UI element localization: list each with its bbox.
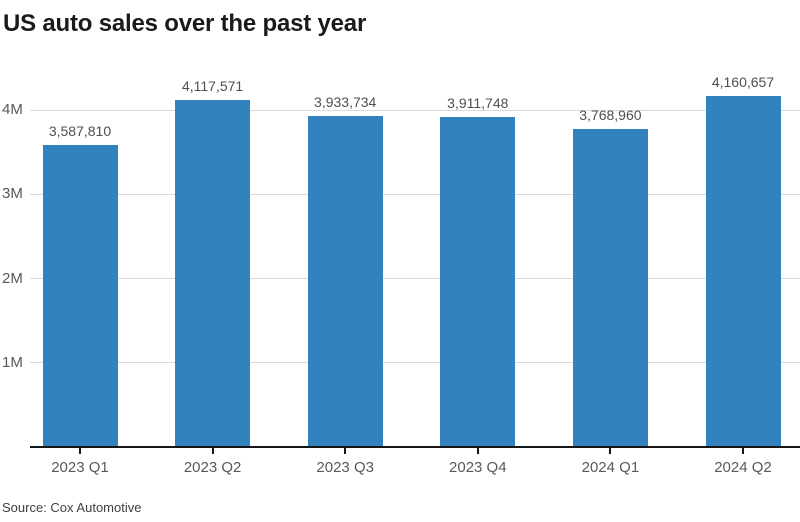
y-tick-label: 3M	[2, 185, 23, 203]
gridline-3m	[30, 193, 800, 195]
x-axis-tick	[476, 448, 479, 454]
bar-2023-q3	[307, 115, 383, 447]
x-axis-line	[30, 446, 800, 448]
source-note: Source: Cox Automotive	[2, 500, 142, 515]
x-tick-label: 2024 Q1	[581, 459, 640, 476]
x-tick-label: 2023 Q1	[51, 459, 109, 476]
x-axis-tick	[742, 448, 744, 454]
y-tick-label: 4M	[2, 101, 23, 118]
x-tick-label: 2023 Q2	[183, 459, 242, 476]
x-tick-label: 2023 Q4	[449, 459, 507, 476]
x-tick-label: 2024 Q2	[714, 459, 772, 476]
x-axis-tick	[79, 448, 81, 454]
bar-2024-q2	[705, 96, 781, 447]
chart-title: US auto sales over the past year	[3, 10, 367, 37]
bar-2023-q2	[175, 100, 251, 447]
y-tick-label: 1M	[2, 353, 23, 371]
bar-value-label: 3,911,748	[447, 95, 509, 112]
bar-2023-q1	[42, 144, 118, 447]
bar-2023-q4	[440, 117, 516, 447]
gridline-2m	[30, 278, 800, 279]
gridline-1m	[30, 362, 800, 364]
x-tick-label: 2023 Q3	[316, 459, 374, 476]
x-axis-tick	[211, 448, 214, 454]
bar-value-label: 4,117,571	[181, 78, 244, 95]
x-axis-tick	[609, 448, 612, 454]
bar-value-label: 3,587,810	[48, 122, 112, 139]
bar-value-label: 4,160,657	[711, 74, 775, 91]
gridline-4m	[30, 109, 800, 111]
bar-value-label: 3,768,960	[579, 107, 642, 124]
bar-value-label: 3,933,734	[314, 93, 377, 110]
bar-2024-q1	[572, 129, 648, 447]
y-tick-label: 2M	[2, 269, 23, 287]
x-axis-tick	[344, 448, 347, 454]
